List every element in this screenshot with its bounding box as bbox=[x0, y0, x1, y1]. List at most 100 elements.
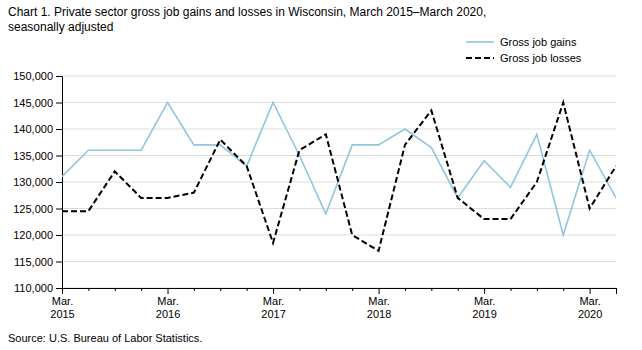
tick-label: Mar.2016 bbox=[156, 295, 180, 320]
tick: Mar.2015 bbox=[50, 288, 74, 320]
subtitle: seasonally adjusted bbox=[8, 20, 113, 34]
tick bbox=[115, 288, 116, 291]
tick-label: 145,000 bbox=[13, 97, 53, 109]
tick-mark bbox=[62, 288, 63, 294]
legend-label: Gross job losses bbox=[500, 52, 582, 64]
tick-mark bbox=[56, 182, 62, 183]
tick-mark bbox=[431, 288, 432, 291]
tick-mark bbox=[56, 129, 62, 130]
tick bbox=[352, 288, 353, 291]
legend-swatch bbox=[466, 41, 494, 43]
legend-item: Gross job gains bbox=[466, 36, 577, 48]
tick-mark bbox=[326, 288, 327, 291]
tick: 135,000 bbox=[13, 150, 62, 162]
tick-mark bbox=[56, 156, 62, 157]
tick-label: Mar.2020 bbox=[578, 295, 602, 320]
tick-label-line: 2018 bbox=[367, 308, 391, 320]
tick-mark bbox=[537, 288, 538, 291]
tick: 120,000 bbox=[13, 229, 62, 241]
tick: 150,000 bbox=[13, 70, 62, 82]
tick-label-line: Mar. bbox=[263, 295, 284, 307]
tick-mark bbox=[168, 288, 169, 294]
grid-line bbox=[62, 129, 616, 130]
tick-label-line: Mar. bbox=[157, 295, 178, 307]
tick-mark bbox=[56, 76, 62, 77]
tick-mark bbox=[247, 288, 248, 291]
tick: Mar.2018 bbox=[367, 288, 391, 320]
tick bbox=[510, 288, 511, 291]
tick bbox=[431, 288, 432, 291]
tick-label: 115,000 bbox=[14, 256, 53, 268]
tick bbox=[141, 288, 142, 291]
tick: 145,000 bbox=[13, 97, 62, 109]
title: Chart 1. Private sector gross job gains … bbox=[8, 5, 486, 19]
tick-label-line: Mar. bbox=[52, 295, 73, 307]
line bbox=[62, 103, 616, 251]
grid-line bbox=[62, 155, 616, 156]
tick-mark bbox=[56, 262, 62, 263]
grid-line bbox=[62, 76, 616, 77]
tick-mark bbox=[458, 288, 459, 291]
tick: 110,000 bbox=[14, 282, 62, 294]
tick-mark bbox=[616, 288, 617, 291]
grid bbox=[62, 76, 616, 288]
tick bbox=[299, 288, 300, 291]
axis-line bbox=[56, 77, 63, 289]
tick: 115,000 bbox=[14, 256, 62, 268]
tick bbox=[537, 288, 538, 291]
tick-mark bbox=[379, 288, 380, 294]
tick-label: 110,000 bbox=[14, 282, 53, 294]
tick-label: Mar.2019 bbox=[472, 295, 496, 320]
tick-label: 135,000 bbox=[13, 150, 53, 162]
tick bbox=[194, 288, 195, 291]
tick bbox=[616, 288, 617, 291]
tick: 140,000 bbox=[13, 123, 62, 135]
tick-label: 140,000 bbox=[13, 123, 53, 135]
tick bbox=[405, 288, 406, 291]
tick-mark bbox=[56, 209, 62, 210]
tick-label: Mar.2015 bbox=[50, 295, 74, 320]
tick-mark bbox=[273, 288, 274, 294]
tick-label: Mar.2018 bbox=[367, 295, 391, 320]
annotation: Source: U.S. Bureau of Labor Statistics. bbox=[8, 332, 202, 344]
tick-label: 150,000 bbox=[13, 70, 53, 82]
tick bbox=[88, 288, 89, 291]
tick: Mar.2017 bbox=[261, 288, 285, 320]
tick-mark bbox=[56, 103, 62, 104]
tick: 130,000 bbox=[13, 176, 62, 188]
plot: 110,000 115,000 120,000 125,000 130,000 135,0… bbox=[13, 70, 616, 320]
legend: Gross job gains Gross job losses bbox=[466, 36, 582, 64]
legend-swatch bbox=[466, 57, 494, 59]
tick: 125,000 bbox=[13, 203, 62, 215]
tick-mark bbox=[194, 288, 195, 291]
tick bbox=[326, 288, 327, 291]
tick-mark bbox=[299, 288, 300, 291]
tick-mark bbox=[563, 288, 564, 291]
tick-label-line: Mar. bbox=[474, 295, 495, 307]
tick-label: 120,000 bbox=[13, 229, 53, 241]
grid-line bbox=[62, 102, 616, 103]
tick-mark bbox=[352, 288, 353, 291]
tick-label-line: Mar. bbox=[579, 295, 600, 307]
axis-line bbox=[63, 289, 617, 295]
tick-mark bbox=[484, 288, 485, 294]
legend-label: Gross job gains bbox=[500, 36, 577, 48]
tick-label: Mar.2017 bbox=[261, 295, 285, 320]
tick: Mar.2019 bbox=[472, 288, 496, 320]
tick bbox=[220, 288, 221, 291]
tick-mark bbox=[510, 288, 511, 291]
tick: Mar.2020 bbox=[578, 288, 602, 320]
tick-label-line: 2020 bbox=[578, 308, 602, 320]
y-axis: 110,000 115,000 120,000 125,000 130,000 135,0… bbox=[13, 70, 62, 294]
chart: Chart 1. Private sector gross job gains … bbox=[0, 0, 642, 350]
grid-line bbox=[62, 235, 616, 236]
tick-label: 125,000 bbox=[13, 203, 53, 215]
tick-label-line: 2015 bbox=[50, 308, 74, 320]
tick bbox=[563, 288, 564, 291]
tick-label-line: 2016 bbox=[156, 308, 180, 320]
tick-label: 130,000 bbox=[13, 176, 53, 188]
tick-label-line: 2019 bbox=[472, 308, 496, 320]
tick-mark bbox=[56, 235, 62, 236]
tick-label-line: Mar. bbox=[368, 295, 389, 307]
tick bbox=[458, 288, 459, 291]
